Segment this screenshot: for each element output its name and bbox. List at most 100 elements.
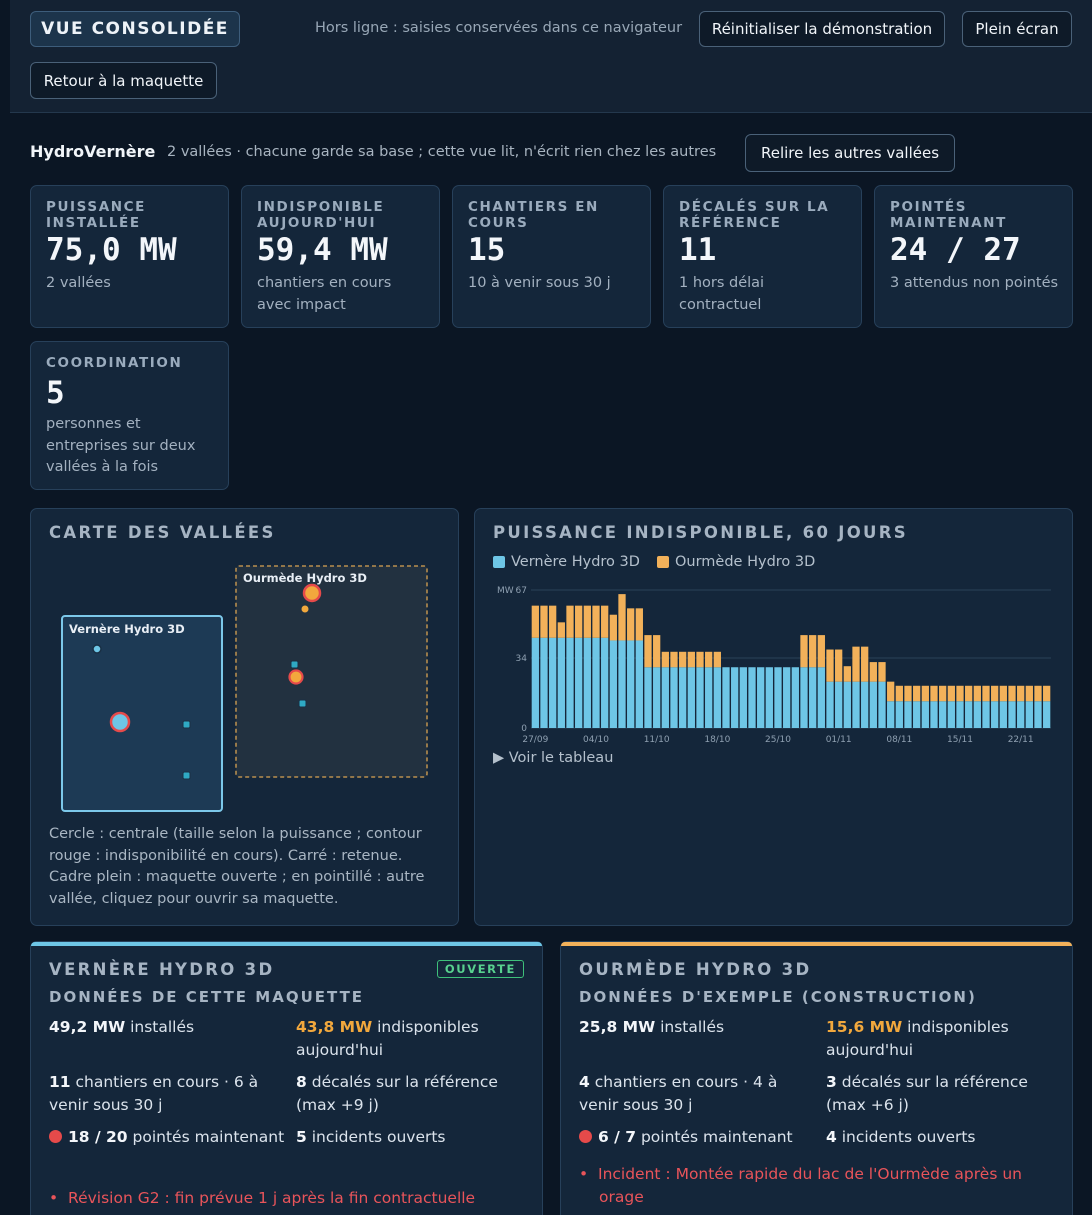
stat-shifted: 8 décalés sur la référence (max +9 j) (296, 1073, 498, 1114)
bar-segment-ourmede (869, 662, 877, 682)
bar-segment-vernere (644, 667, 652, 728)
bar-segment-ourmede (826, 649, 834, 682)
kpi-value: 11 (679, 232, 717, 268)
stat-unavailable: 43,8 MW indisponibles aujourd'hui (296, 1018, 479, 1059)
kpi-label: CHANTIERS EN COURS (468, 199, 599, 231)
brand-tagline: 2 vallées · chacune garde sa base ; cett… (167, 144, 717, 160)
valley-card-title: VERNÈRE HYDRO 3D (49, 960, 275, 979)
bar-segment-vernere (592, 637, 600, 728)
bar-segment-ourmede (800, 635, 808, 668)
bar-segment-ourmede (809, 635, 817, 668)
bar-segment-vernere (557, 637, 565, 728)
plant-marker-unavailable[interactable] (288, 669, 304, 685)
bar-segment-ourmede (531, 605, 539, 638)
bar-segment-vernere (783, 667, 791, 728)
x-tick-label: 22/11 (1008, 735, 1034, 744)
y-axis-unit: MW (497, 586, 514, 596)
bar-segment-ourmede (913, 685, 921, 702)
bar-segment-vernere (843, 681, 851, 728)
bar-segment-vernere (869, 681, 877, 728)
bar-segment-vernere (722, 667, 730, 728)
kpi-value: 75,0 MW (46, 232, 177, 268)
reset-demo-button[interactable]: Réinitialiser la démonstration (699, 11, 945, 47)
stat-incidents: 4 incidents ouverts (826, 1128, 976, 1146)
valley-map-panel: CARTE DES VALLÉES Vernère Hydro 3D Ourmè… (30, 508, 459, 926)
status-badge: OUVERTE (436, 960, 524, 978)
show-table-toggle[interactable]: ▶ Voir le tableau (493, 750, 614, 766)
bar-segment-vernere (1025, 701, 1033, 728)
bar-segment-vernere (1008, 701, 1016, 728)
bar-segment-ourmede (878, 662, 886, 682)
kpi-value: 24 / 27 (890, 232, 1021, 268)
stat-unavailable: 15,6 MW indisponibles aujourd'hui (826, 1018, 1009, 1059)
bar-segment-vernere (973, 701, 981, 728)
bar-segment-ourmede (852, 646, 860, 682)
plant-marker[interactable] (92, 644, 102, 654)
back-to-model-button[interactable]: Retour à la maquette (30, 62, 217, 99)
bar-segment-vernere (601, 637, 609, 728)
bar-segment-ourmede (887, 681, 895, 702)
valley-card-vernere: VERNÈRE HYDRO 3D OUVERTE DONNÉES DE CETT… (30, 941, 543, 1215)
bar-segment-ourmede (696, 651, 704, 668)
kpi-unavailable-today: INDISPONIBLE AUJOURD'HUI 59,4 MW chantie… (241, 185, 440, 328)
bar-segment-vernere (696, 667, 704, 728)
reservoir-marker[interactable] (182, 771, 191, 780)
kpi-shifted: DÉCALÉS SUR LA RÉFÉRENCE 11 1 hors délai… (663, 185, 862, 328)
reservoir-marker[interactable] (298, 699, 307, 708)
reload-valleys-button[interactable]: Relire les autres vallées (745, 134, 955, 172)
kpi-coordination: COORDINATION 5 personnes et entreprises … (30, 341, 229, 490)
bar-segment-ourmede (999, 685, 1007, 702)
kpi-label: POINTÉS MAINTENANT (890, 199, 1007, 231)
legend-swatch (657, 556, 669, 568)
bar-segment-vernere (809, 667, 817, 728)
valley-card-subtitle: DONNÉES D'EXEMPLE (CONSTRUCTION) (579, 988, 977, 1006)
bar-segment-ourmede (575, 605, 583, 638)
valley-ourmede-frame[interactable]: Ourmède Hydro 3D (235, 565, 428, 778)
bar-segment-vernere (739, 667, 747, 728)
plant-marker-unavailable[interactable] (109, 711, 131, 733)
bar-segment-ourmede (947, 685, 955, 702)
bar-segment-ourmede (583, 605, 591, 638)
plant-marker[interactable] (301, 605, 309, 613)
bar-segment-vernere (627, 640, 635, 728)
bar-segment-vernere (895, 701, 903, 728)
legend-label: Ourmède Hydro 3D (675, 554, 816, 570)
bar-segment-vernere (1017, 701, 1025, 728)
bar-segment-vernere (549, 637, 557, 728)
bar-segment-vernere (1043, 701, 1051, 728)
reservoir-marker[interactable] (182, 720, 191, 729)
x-tick-label: 01/11 (826, 735, 852, 744)
bar-segment-vernere (765, 667, 773, 728)
bar-segment-vernere (575, 637, 583, 728)
x-tick-label: 25/10 (765, 735, 791, 744)
bar-segment-vernere (757, 667, 765, 728)
bar-segment-vernere (566, 637, 574, 728)
bar-segment-vernere (705, 667, 713, 728)
bar-segment-ourmede (835, 649, 843, 682)
plant-marker-unavailable[interactable] (302, 583, 322, 603)
bar-segment-vernere (887, 701, 895, 728)
x-tick-label: 08/11 (886, 735, 912, 744)
y-tick-label: 67 (516, 586, 527, 596)
stat-installed: 49,2 MW installés (49, 1018, 195, 1036)
valley-vernere-frame[interactable]: Vernère Hydro 3D (61, 615, 223, 812)
valley-card-ourmede: OURMÈDE HYDRO 3D DONNÉES D'EXEMPLE (CONS… (560, 941, 1073, 1215)
valley-vernere-label: Vernère Hydro 3D (69, 622, 185, 636)
bar-segment-vernere (687, 667, 695, 728)
bar-segment-vernere (956, 701, 964, 728)
bar-segment-ourmede (670, 651, 678, 668)
bar-segment-vernere (982, 701, 990, 728)
bar-segment-ourmede (973, 685, 981, 702)
stat-incidents: 5 incidents ouverts (296, 1128, 446, 1146)
bar-segment-ourmede (965, 685, 973, 702)
reservoir-marker[interactable] (290, 660, 299, 669)
bar-segment-vernere (999, 701, 1007, 728)
x-tick-label: 18/10 (704, 735, 730, 744)
kpi-sub: 2 vallées (46, 275, 111, 291)
bar-segment-ourmede (592, 605, 600, 638)
bar-segment-vernere (861, 681, 869, 728)
fullscreen-button[interactable]: Plein écran (962, 11, 1072, 47)
bar-segment-ourmede (956, 685, 964, 702)
bar-segment-vernere (791, 667, 799, 728)
